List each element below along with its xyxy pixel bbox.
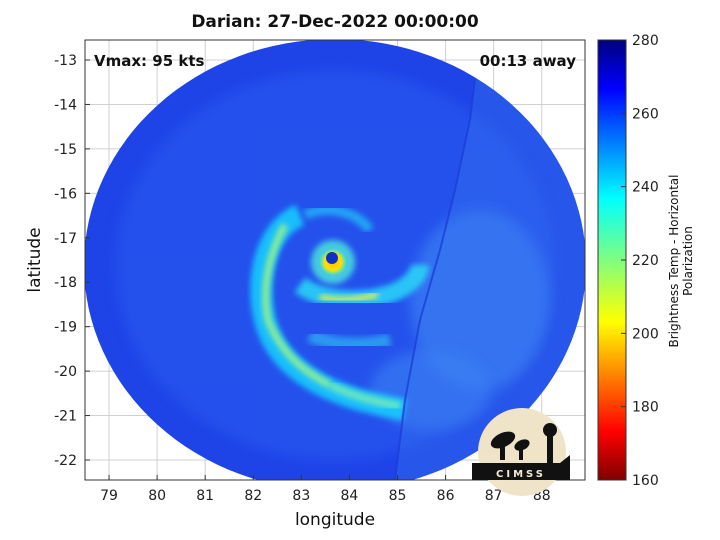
y-tick-label: -13 xyxy=(54,53,77,69)
x-tick-label: 81 xyxy=(196,488,214,504)
y-tick-label: -21 xyxy=(54,409,77,425)
colorbar-tick-label: 200 xyxy=(632,326,659,342)
y-tick-label: -16 xyxy=(54,186,77,202)
y-tick-label: -15 xyxy=(54,142,77,158)
x-tick-label: 87 xyxy=(485,488,503,504)
colorbar-label: Brightness Temp - Horizontal Polarizatio… xyxy=(667,174,695,348)
colorbar-tick-label: 160 xyxy=(632,473,659,489)
y-tick-label: -20 xyxy=(54,364,77,380)
y-tick-label: -18 xyxy=(54,275,77,291)
colorbar-tick-label: 260 xyxy=(632,106,659,122)
y-tick-label: -17 xyxy=(54,231,77,247)
x-tick-label: 83 xyxy=(292,488,310,504)
colorbar-tick-label: 240 xyxy=(632,180,659,196)
axes-box xyxy=(84,39,586,481)
y-tick-label: -19 xyxy=(54,320,77,336)
vmax-annotation: Vmax: 95 kts xyxy=(94,52,205,70)
y-axis-ticks: -13 -14 -15 -16 -17 -18 -19 -20 -21 -22 xyxy=(54,53,90,469)
x-tick-label: 86 xyxy=(437,488,455,504)
colorbar-tick-label: 280 xyxy=(632,33,659,49)
x-tick-label: 84 xyxy=(341,488,359,504)
x-axis-label: longitude xyxy=(294,510,376,530)
x-tick-label: 79 xyxy=(100,488,118,504)
cimss-logo-text: CIMSS xyxy=(496,469,546,480)
colorbar-tick-label: 180 xyxy=(632,400,659,416)
x-tick-label: 82 xyxy=(244,488,262,504)
brightness-temp-swath xyxy=(85,40,585,480)
cimss-logo: CIMSS xyxy=(472,408,570,496)
chart-title: Darian: 27-Dec-2022 00:00:00 xyxy=(191,12,479,32)
x-tick-label: 85 xyxy=(389,488,407,504)
y-axis-label: latitude xyxy=(25,227,45,293)
colorbar-ticks: 280 260 240 220 200 180 160 xyxy=(621,33,659,489)
colorbar-tick-label: 220 xyxy=(632,253,659,269)
x-axis-ticks: 79 80 81 82 83 84 85 86 87 88 xyxy=(100,475,551,504)
time-offset-annotation: 00:13 away xyxy=(479,52,576,70)
y-tick-label: -14 xyxy=(54,97,77,113)
y-tick-label: -22 xyxy=(54,453,77,469)
x-tick-label: 80 xyxy=(148,488,166,504)
